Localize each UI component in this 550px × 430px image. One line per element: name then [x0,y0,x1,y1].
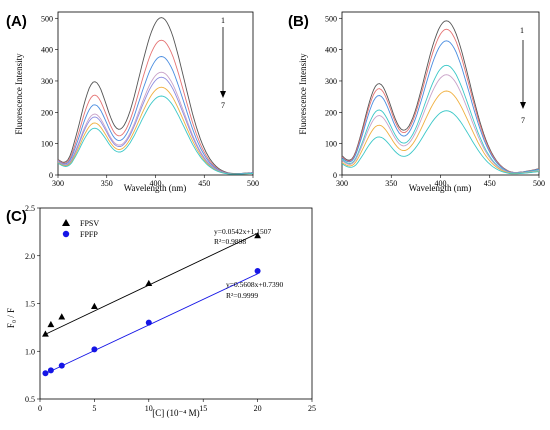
panel-c-points [42,232,261,377]
legend-fpfp-label: FPFP [80,230,98,239]
y-tick-label: 500 [325,14,337,23]
panel-b-curves [341,20,540,175]
y-tick-label: 400 [325,46,337,55]
y-tick-label: 2.0 [25,252,35,261]
fpfp-point [58,362,65,369]
panel-c-x-axis-title: [C] (10⁻⁴ M) [152,408,199,418]
x-tick-label: 500 [247,179,259,188]
fpfp-r2: R²=0.9999 [226,291,258,300]
x-tick-label: 450 [484,179,496,188]
panel-a-x-ticks: 300 350 400 450 500 [52,175,259,188]
x-tick-label: 25 [308,404,316,413]
x-tick-label: 300 [336,179,348,188]
fpsv-point [145,279,153,287]
y-tick-label: 100 [41,140,53,149]
panel-b-curve-5 [341,74,540,174]
legend-fpfp-marker-icon [62,230,70,238]
panel-c-fit-lines [45,232,258,375]
fpsv-point [254,232,261,239]
x-tick-label: 10 [145,404,153,413]
panel-b-curve-1 [341,20,540,173]
y-tick-label: 0 [49,171,53,180]
panel-c-y-axis-title: F₀ / F [6,308,16,328]
y-tick-label: 200 [325,108,337,117]
y-tick-label: 200 [41,108,53,117]
panel-a-curve-3 [57,56,254,175]
panel-b-curve-2 [341,28,540,173]
fpsv-fit-line [45,232,258,335]
fpsv-r2: R²=0.9898 [214,237,246,246]
fpfp-point [145,319,152,326]
panel-a-label: (A) [6,13,27,30]
panel-b-curve-3 [341,40,540,174]
panel-a-y-axis-title: Fluorescence Intensity [14,53,24,135]
x-tick-label: 500 [533,179,545,188]
y-tick-label: 500 [41,14,53,23]
x-tick-label: 350 [385,179,397,188]
panel-b-arrow-bottom-label: 7 [521,116,525,125]
panel-b-y-ticks: 0 100 200 300 400 500 [325,14,342,180]
x-tick-label: 15 [199,404,207,413]
y-tick-label: 300 [325,77,337,86]
fpsv-equation: y=0.0542x+1.1507 [214,227,271,236]
panel-c-label: (C) [6,208,27,225]
fpfp-point [91,346,98,353]
y-tick-label: 300 [41,77,53,86]
panel-b-x-axis-title: Wavelength (nm) [409,183,472,193]
panel-a-arrow-head-icon [220,91,226,98]
panel-a-curves [57,17,254,175]
x-tick-label: 300 [52,179,64,188]
panel-a-curve-2 [57,39,254,175]
y-tick-label: 1.0 [25,347,35,356]
panel-b-curve-4 [341,64,540,174]
fpfp-point [254,268,261,275]
fpsv-point [58,313,66,320]
fpsv-point [42,330,49,337]
x-tick-label: 0 [38,404,42,413]
panel-a-arrow-bottom-label: 7 [221,101,225,110]
y-tick-label: 100 [325,140,337,149]
panel-a-x-axis-title: Wavelength (nm) [124,183,187,193]
y-tick-label: 0 [333,171,337,180]
x-tick-label: 400 [150,179,162,188]
x-tick-label: 350 [101,179,113,188]
panel-a-curve-4 [57,71,254,175]
panel-c-y-ticks: 0.5 1.0 1.5 2.0 2.5 [25,204,40,404]
panel-b-curve-6 [341,90,540,174]
x-tick-label: 450 [198,179,210,188]
y-tick-label: 1.5 [25,300,35,309]
panel-a-y-ticks: 0 100 200 300 400 500 [41,14,58,180]
panel-b-label: (B) [288,13,309,30]
fpfp-point [42,370,49,377]
panel-b-x-ticks: 300 350 400 450 500 [336,175,545,188]
panel-b-arrow-head-icon [520,102,526,109]
panel-c-legend: FPSV FPFP [62,219,99,239]
legend-fpsv-marker-icon [62,219,70,226]
panel-a: (A) 300 350 400 450 500 0 100 200 300 400 500 Wav… [6,11,259,193]
fpfp-point [47,367,54,374]
panel-c-x-ticks: 0 5 10 15 20 25 [38,399,316,413]
y-tick-label: 0.5 [25,395,35,404]
panel-a-curve-1 [57,17,254,174]
fpsv-point [47,320,55,328]
panel-a-arrow-top-label: 1 [221,16,225,25]
y-tick-label: 400 [41,46,53,55]
panel-b-arrow-top-label: 1 [520,26,524,35]
legend-fpsv-label: FPSV [80,219,99,228]
panel-c: (C) 0 5 10 15 20 25 0.5 1.0 1.5 2.0 2.5 [C] (10⁻⁴… [6,204,316,418]
x-tick-label: 5 [92,404,96,413]
fpfp-equation: y=0.5608x+0.7390 [226,280,283,289]
x-tick-label: 400 [435,179,447,188]
panel-a-curve-7 [57,95,254,175]
panel-b-curve-7 [341,110,540,175]
fpsv-point [91,302,98,309]
y-tick-label: 2.5 [25,204,35,213]
panel-b: (B) 300 350 400 450 500 0 100 200 300 400 500 Wav… [288,11,545,193]
x-tick-label: 20 [254,404,262,413]
panel-b-y-axis-title: Fluorescence Intensity [298,53,308,135]
